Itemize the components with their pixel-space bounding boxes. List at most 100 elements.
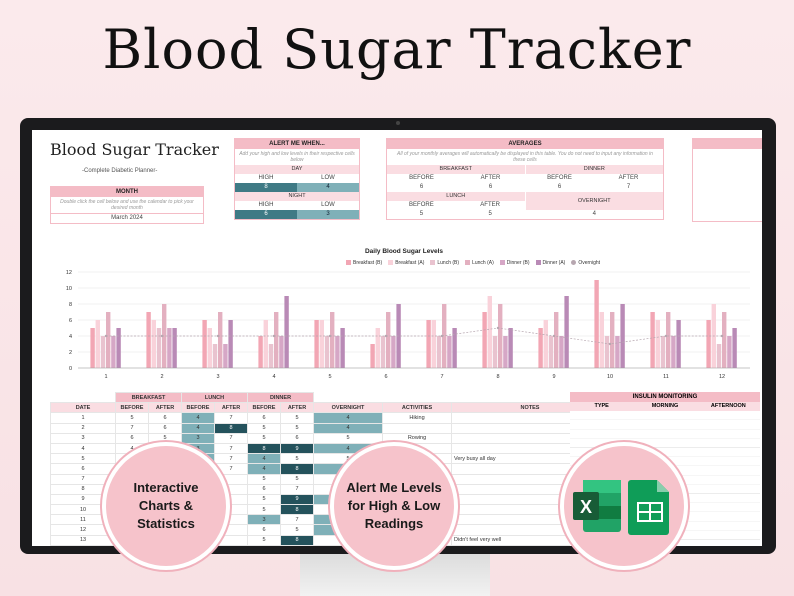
log-cell[interactable]: 7: [280, 483, 314, 495]
overnight-point: [384, 334, 388, 338]
log-cell[interactable]: 6: [115, 432, 149, 444]
overnight-point: [160, 334, 164, 338]
log-cell[interactable]: 4: [247, 453, 281, 465]
log-cell[interactable]: 4: [313, 412, 383, 424]
bar-dinner-a--8: [508, 328, 513, 368]
alert-night-high-value[interactable]: 6: [235, 210, 297, 219]
log-cell[interactable]: 5: [280, 422, 314, 434]
bar-breakfast-a--8: [487, 296, 492, 368]
alert-day-high-value[interactable]: 8: [235, 183, 297, 192]
y-tick-label: 12: [66, 270, 72, 276]
log-cell[interactable]: 5: [313, 432, 383, 444]
log-cell[interactable]: 8: [214, 422, 248, 434]
avg-breakfast-label: BREAKFAST: [387, 165, 525, 174]
log-cell[interactable]: 7: [115, 422, 149, 434]
alert-night-low-value[interactable]: 3: [297, 210, 359, 219]
bar-dinner-a--4: [284, 296, 289, 368]
log-cell[interactable]: 6: [280, 432, 314, 444]
col-date-0: DATE: [50, 402, 116, 414]
log-cell[interactable]: 3: [181, 432, 215, 444]
legend-swatch: [499, 260, 505, 266]
y-tick-label: 8: [69, 302, 72, 308]
log-cell[interactable]: 1: [50, 412, 116, 424]
avg-b-before: 6: [419, 184, 424, 190]
log-cell[interactable]: [382, 422, 452, 434]
log-cell[interactable]: 5: [280, 453, 314, 465]
x-tick-label: 6: [384, 374, 387, 380]
log-cell[interactable]: 5: [247, 432, 281, 444]
log-cell[interactable]: 7: [214, 412, 248, 424]
log-cell[interactable]: 8: [280, 463, 314, 475]
log-cell[interactable]: 13: [50, 534, 116, 546]
log-cell[interactable]: 5: [247, 544, 281, 546]
alert-day-low-value[interactable]: 4: [297, 183, 359, 192]
col-after-2: AFTER: [148, 402, 182, 414]
app-logos: X: [573, 480, 669, 535]
log-cell[interactable]: 5: [280, 412, 314, 424]
log-cell[interactable]: [214, 544, 248, 546]
averages-box: AVERAGES All of your monthly averages wi…: [386, 138, 664, 220]
log-cell[interactable]: 5: [247, 493, 281, 506]
log-cell[interactable]: 6: [247, 524, 281, 536]
overnight-point: [272, 334, 276, 338]
camera-dot: [396, 121, 400, 125]
bar-lunch-a--8: [498, 304, 503, 368]
log-cell[interactable]: 7: [214, 453, 248, 465]
log-cell[interactable]: 7: [214, 432, 248, 444]
month-note: Double click the cell below and use the …: [60, 199, 194, 211]
log-cell[interactable]: 4: [50, 442, 116, 455]
log-cell[interactable]: 8: [280, 534, 314, 546]
log-cell[interactable]: 5: [247, 422, 281, 434]
averages-note: All of your monthly averages will automa…: [397, 151, 653, 163]
log-cell[interactable]: 14: [50, 544, 116, 546]
insulin-col-afternoon: AFTERNOON: [710, 403, 746, 409]
month-value[interactable]: March 2024: [51, 213, 203, 223]
alert-note: Add your high and low levels in their re…: [239, 151, 355, 163]
bar-breakfast-b--10: [594, 280, 599, 368]
avg-overnight-label: OVERNIGHT: [525, 192, 663, 210]
log-cell[interactable]: 4: [313, 422, 383, 434]
bar-breakfast-b--4: [258, 336, 263, 368]
log-cell[interactable]: 5: [50, 453, 116, 465]
log-cell[interactable]: 4: [247, 463, 281, 475]
log-cell[interactable]: 8: [247, 442, 281, 455]
log-cell[interactable]: 5: [247, 504, 281, 516]
alert-night-label: NIGHT: [235, 192, 359, 201]
log-cell[interactable]: Hiking: [382, 412, 452, 424]
log-cell[interactable]: 5: [115, 412, 149, 424]
log-cell[interactable]: 4: [181, 412, 215, 424]
legend-label: Breakfast (B): [353, 260, 383, 266]
alert-box: ALERT ME WHEN... Add your high and low l…: [234, 138, 360, 220]
chart-legend: Breakfast (B) Breakfast (A) Lunch (B) Lunch…: [340, 260, 600, 266]
log-cell[interactable]: 8: [280, 544, 314, 546]
avg-overnight: 4: [592, 211, 596, 217]
bar-lunch-a--11: [666, 312, 671, 368]
log-cell[interactable]: 6: [148, 422, 182, 434]
log-cell[interactable]: 6: [148, 412, 182, 424]
log-cell[interactable]: 5: [280, 473, 314, 485]
log-cell[interactable]: 6: [247, 483, 281, 495]
log-cell[interactable]: 5: [247, 534, 281, 546]
log-cell[interactable]: 4: [181, 422, 215, 434]
overnight-point: [664, 334, 668, 338]
badge-app-logos: X: [560, 442, 688, 570]
log-cell[interactable]: 8: [280, 504, 314, 516]
log-cell[interactable]: 3: [247, 514, 281, 526]
log-cell[interactable]: 2: [50, 422, 116, 434]
insulin-columns: TYPE MORNING AFTERNOON: [570, 402, 760, 411]
log-cell[interactable]: 9: [280, 493, 314, 506]
bar-dinner-b--6: [391, 336, 396, 368]
log-cell[interactable]: 7: [214, 442, 248, 455]
legend-swatch: [388, 260, 394, 266]
log-cell[interactable]: 9: [280, 442, 314, 455]
bar-lunch-b--3: [212, 344, 218, 368]
log-cell[interactable]: 5: [247, 473, 281, 485]
bar-lunch-b--10: [604, 336, 610, 368]
excel-icon: X: [573, 480, 621, 532]
log-cell[interactable]: 3: [50, 432, 116, 444]
log-cell[interactable]: 6: [50, 463, 116, 475]
log-cell[interactable]: 6: [247, 412, 281, 424]
legend-label: Dinner (B): [506, 260, 530, 266]
log-cell[interactable]: 5: [280, 524, 314, 536]
log-cell[interactable]: 7: [280, 514, 314, 526]
